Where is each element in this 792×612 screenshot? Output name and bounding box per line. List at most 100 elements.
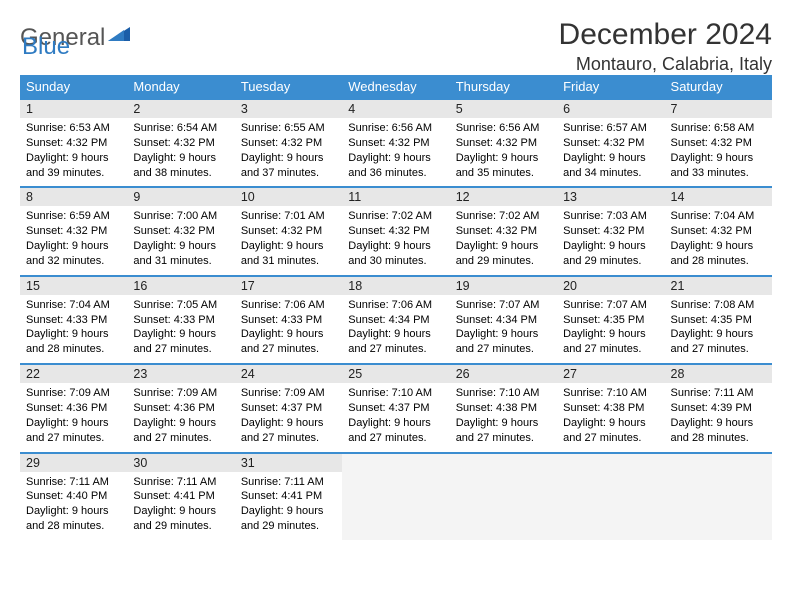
day-number-cell: 21 (665, 276, 772, 295)
day-cell: Sunrise: 6:57 AMSunset: 4:32 PMDaylight:… (557, 118, 664, 187)
day-info: Sunrise: 7:09 AMSunset: 4:36 PMDaylight:… (127, 383, 234, 445)
sunset-line: Sunset: 4:32 PM (456, 224, 551, 239)
day-cell: Sunrise: 7:10 AMSunset: 4:37 PMDaylight:… (342, 383, 449, 452)
day-cell: Sunrise: 7:09 AMSunset: 4:36 PMDaylight:… (127, 383, 234, 452)
daylight-line: and 27 minutes. (241, 431, 336, 446)
sunrise-line: Sunrise: 7:04 AM (26, 298, 121, 313)
day-number-cell: 19 (450, 276, 557, 295)
daylight-line: Daylight: 9 hours (456, 151, 551, 166)
daylight-line: Daylight: 9 hours (671, 151, 766, 166)
weekday-header: Tuesday (235, 75, 342, 99)
sunset-line: Sunset: 4:35 PM (563, 313, 658, 328)
month-title: December 2024 (559, 18, 772, 52)
day-number-cell: 11 (342, 187, 449, 206)
title-block: December 2024 Montauro, Calabria, Italy (559, 18, 772, 75)
day-info: Sunrise: 7:01 AMSunset: 4:32 PMDaylight:… (235, 206, 342, 268)
day-cell: Sunrise: 6:56 AMSunset: 4:32 PMDaylight:… (450, 118, 557, 187)
daylight-line: Daylight: 9 hours (133, 416, 228, 431)
daylight-line: and 27 minutes. (348, 431, 443, 446)
day-number: 23 (127, 365, 234, 383)
daylight-line: Daylight: 9 hours (456, 327, 551, 342)
day-info: Sunrise: 7:07 AMSunset: 4:35 PMDaylight:… (557, 295, 664, 357)
day-info: Sunrise: 7:09 AMSunset: 4:37 PMDaylight:… (235, 383, 342, 445)
day-info: Sunrise: 7:11 AMSunset: 4:40 PMDaylight:… (20, 472, 127, 534)
day-cell: Sunrise: 7:01 AMSunset: 4:32 PMDaylight:… (235, 206, 342, 275)
sunrise-line: Sunrise: 7:05 AM (133, 298, 228, 313)
daylight-line: and 28 minutes. (671, 431, 766, 446)
sunset-line: Sunset: 4:37 PM (241, 401, 336, 416)
sunset-line: Sunset: 4:35 PM (671, 313, 766, 328)
logo-text-blue: Blue (22, 33, 70, 60)
day-number-cell: 22 (20, 364, 127, 383)
daylight-line: and 27 minutes. (348, 342, 443, 357)
empty-cell (665, 453, 772, 472)
day-number-cell: 18 (342, 276, 449, 295)
daylight-line: and 27 minutes. (563, 431, 658, 446)
day-number: 22 (20, 365, 127, 383)
sunset-line: Sunset: 4:37 PM (348, 401, 443, 416)
day-cell: Sunrise: 7:11 AMSunset: 4:41 PMDaylight:… (127, 472, 234, 540)
day-info: Sunrise: 7:02 AMSunset: 4:32 PMDaylight:… (342, 206, 449, 268)
sunset-line: Sunset: 4:32 PM (348, 136, 443, 151)
daylight-line: and 27 minutes. (241, 342, 336, 357)
daylight-line: and 33 minutes. (671, 166, 766, 181)
sunrise-line: Sunrise: 7:11 AM (133, 475, 228, 490)
day-number: 19 (450, 277, 557, 295)
daylight-line: and 27 minutes. (133, 342, 228, 357)
sunset-line: Sunset: 4:32 PM (348, 224, 443, 239)
day-cell: Sunrise: 7:02 AMSunset: 4:32 PMDaylight:… (342, 206, 449, 275)
sunrise-line: Sunrise: 7:07 AM (563, 298, 658, 313)
daynum-row: 1234567 (20, 99, 772, 118)
day-info-row: Sunrise: 6:53 AMSunset: 4:32 PMDaylight:… (20, 118, 772, 187)
daylight-line: Daylight: 9 hours (26, 151, 121, 166)
day-number-cell: 8 (20, 187, 127, 206)
sunset-line: Sunset: 4:34 PM (456, 313, 551, 328)
day-number-cell: 5 (450, 99, 557, 118)
day-info-row: Sunrise: 7:11 AMSunset: 4:40 PMDaylight:… (20, 472, 772, 540)
location: Montauro, Calabria, Italy (559, 54, 772, 75)
sunrise-line: Sunrise: 6:53 AM (26, 121, 121, 136)
day-cell: Sunrise: 7:07 AMSunset: 4:35 PMDaylight:… (557, 295, 664, 364)
day-cell: Sunrise: 6:54 AMSunset: 4:32 PMDaylight:… (127, 118, 234, 187)
day-number-cell: 3 (235, 99, 342, 118)
weekday-header: Friday (557, 75, 664, 99)
day-number-cell: 7 (665, 99, 772, 118)
empty-cell (342, 453, 449, 472)
sunrise-line: Sunrise: 7:08 AM (671, 298, 766, 313)
daylight-line: Daylight: 9 hours (26, 504, 121, 519)
daylight-line: Daylight: 9 hours (563, 151, 658, 166)
day-cell: Sunrise: 7:03 AMSunset: 4:32 PMDaylight:… (557, 206, 664, 275)
day-number: 11 (342, 188, 449, 206)
daylight-line: Daylight: 9 hours (348, 151, 443, 166)
sunset-line: Sunset: 4:40 PM (26, 489, 121, 504)
daylight-line: Daylight: 9 hours (241, 151, 336, 166)
sunrise-line: Sunrise: 7:04 AM (671, 209, 766, 224)
sunset-line: Sunset: 4:32 PM (563, 136, 658, 151)
sunrise-line: Sunrise: 7:11 AM (671, 386, 766, 401)
daylight-line: and 28 minutes. (26, 519, 121, 534)
day-number-cell: 6 (557, 99, 664, 118)
day-info: Sunrise: 7:00 AMSunset: 4:32 PMDaylight:… (127, 206, 234, 268)
sunrise-line: Sunrise: 7:10 AM (456, 386, 551, 401)
daylight-line: Daylight: 9 hours (241, 327, 336, 342)
sunrise-line: Sunrise: 6:55 AM (241, 121, 336, 136)
day-number: 13 (557, 188, 664, 206)
sunrise-line: Sunrise: 7:11 AM (26, 475, 121, 490)
day-number-cell: 30 (127, 453, 234, 472)
day-number-cell: 29 (20, 453, 127, 472)
daynum-row: 22232425262728 (20, 364, 772, 383)
day-number: 16 (127, 277, 234, 295)
day-number-cell: 16 (127, 276, 234, 295)
day-info: Sunrise: 7:11 AMSunset: 4:41 PMDaylight:… (127, 472, 234, 534)
day-number: 4 (342, 100, 449, 118)
daylight-line: Daylight: 9 hours (26, 239, 121, 254)
daylight-line: Daylight: 9 hours (241, 504, 336, 519)
day-cell: Sunrise: 6:58 AMSunset: 4:32 PMDaylight:… (665, 118, 772, 187)
day-info: Sunrise: 6:59 AMSunset: 4:32 PMDaylight:… (20, 206, 127, 268)
day-number: 8 (20, 188, 127, 206)
day-cell: Sunrise: 6:56 AMSunset: 4:32 PMDaylight:… (342, 118, 449, 187)
day-info: Sunrise: 6:56 AMSunset: 4:32 PMDaylight:… (342, 118, 449, 180)
day-number: 9 (127, 188, 234, 206)
daynum-row: 15161718192021 (20, 276, 772, 295)
day-number-cell: 9 (127, 187, 234, 206)
